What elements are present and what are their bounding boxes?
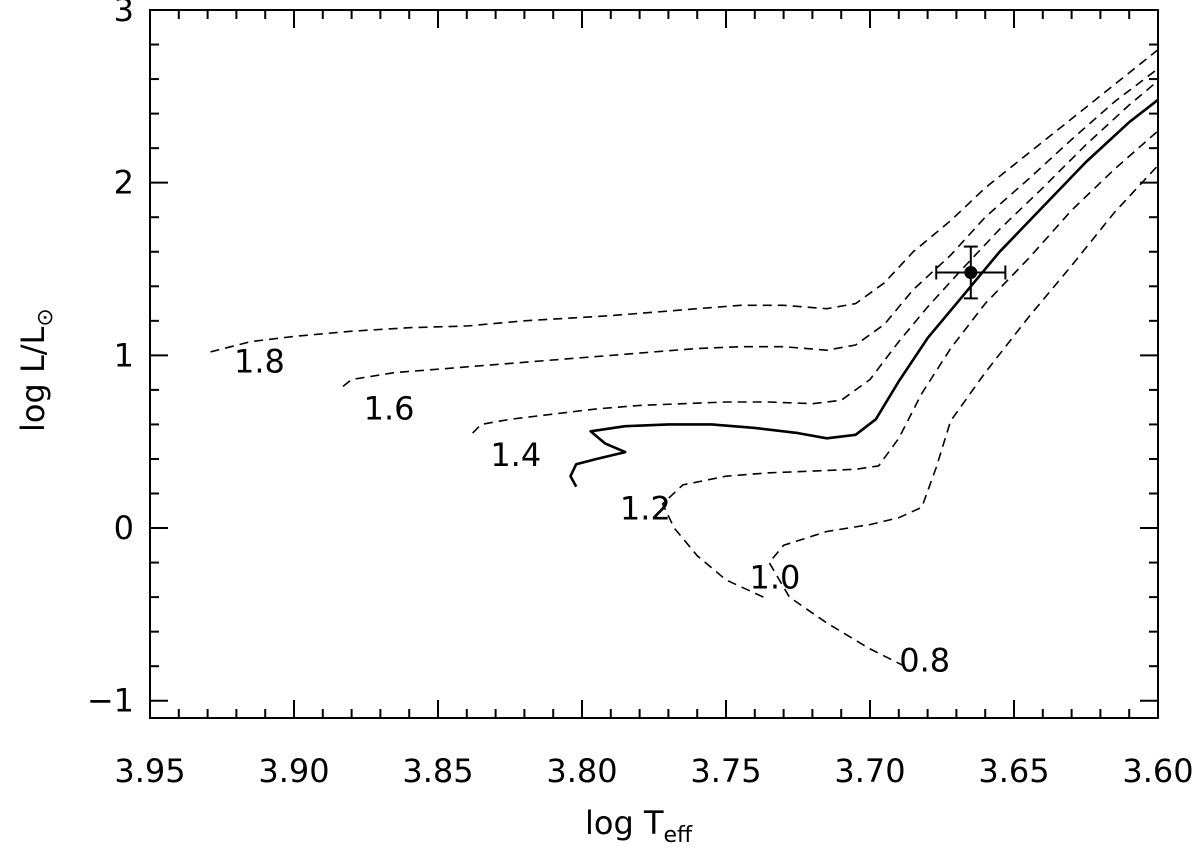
star-point: [964, 265, 978, 279]
axis-ticks: [149, 9, 1159, 718]
y-axis-title-main: log L/L: [14, 326, 52, 432]
y-tick-label: 1: [114, 336, 134, 374]
y-axis-title-subscript: ⊙: [33, 308, 58, 326]
x-tick-label: 3.80: [546, 752, 617, 790]
y-tick-label: 2: [114, 164, 134, 202]
x-tick-label: 3.60: [1122, 752, 1193, 790]
plot-area-frame: [149, 9, 1159, 719]
evolutionary-tracks: [210, 49, 1159, 667]
x-tick-label: 3.95: [114, 752, 185, 790]
x-axis-title-main: log T: [585, 804, 664, 842]
x-tick-label: 3.90: [258, 752, 329, 790]
track-1-2: [569, 98, 1159, 488]
track-1-0: [661, 130, 1159, 598]
tick-labels: 3.95 3.90 3.85 3.80 3.75 3.70 3.65 3.60 −1 0 1 2 3: [87, 0, 1194, 790]
x-axis-title-subscript: eff: [664, 823, 694, 847]
track-1-4: [472, 80, 1159, 434]
x-tick-label: 3.65: [978, 752, 1049, 790]
x-tick-label: 3.75: [690, 752, 761, 790]
y-tick-label: 0: [114, 509, 134, 547]
x-tick-label: 3.70: [834, 752, 905, 790]
x-axis-title: log Teff: [585, 804, 693, 847]
track-labels: 1.8 1.6 1.4 1.2 1.0 0.8: [234, 343, 950, 680]
track-1-6: [342, 68, 1159, 388]
observed-star: [935, 245, 1007, 300]
y-axis-title: log L/L⊙: [14, 308, 58, 432]
track-label-1-4: 1.4: [490, 436, 541, 474]
track-label-1-8: 1.8: [234, 343, 285, 381]
track-label-1-2: 1.2: [620, 489, 671, 527]
y-tick-label: −1: [87, 682, 134, 720]
track-1-8: [210, 49, 1159, 353]
track-label-1-0: 1.0: [750, 558, 801, 596]
track-label-1-6: 1.6: [364, 389, 415, 427]
track-label-0-8: 0.8: [899, 641, 950, 679]
x-tick-label: 3.85: [402, 752, 473, 790]
y-tick-label: 3: [114, 0, 134, 29]
track-0-8: [768, 164, 1159, 667]
